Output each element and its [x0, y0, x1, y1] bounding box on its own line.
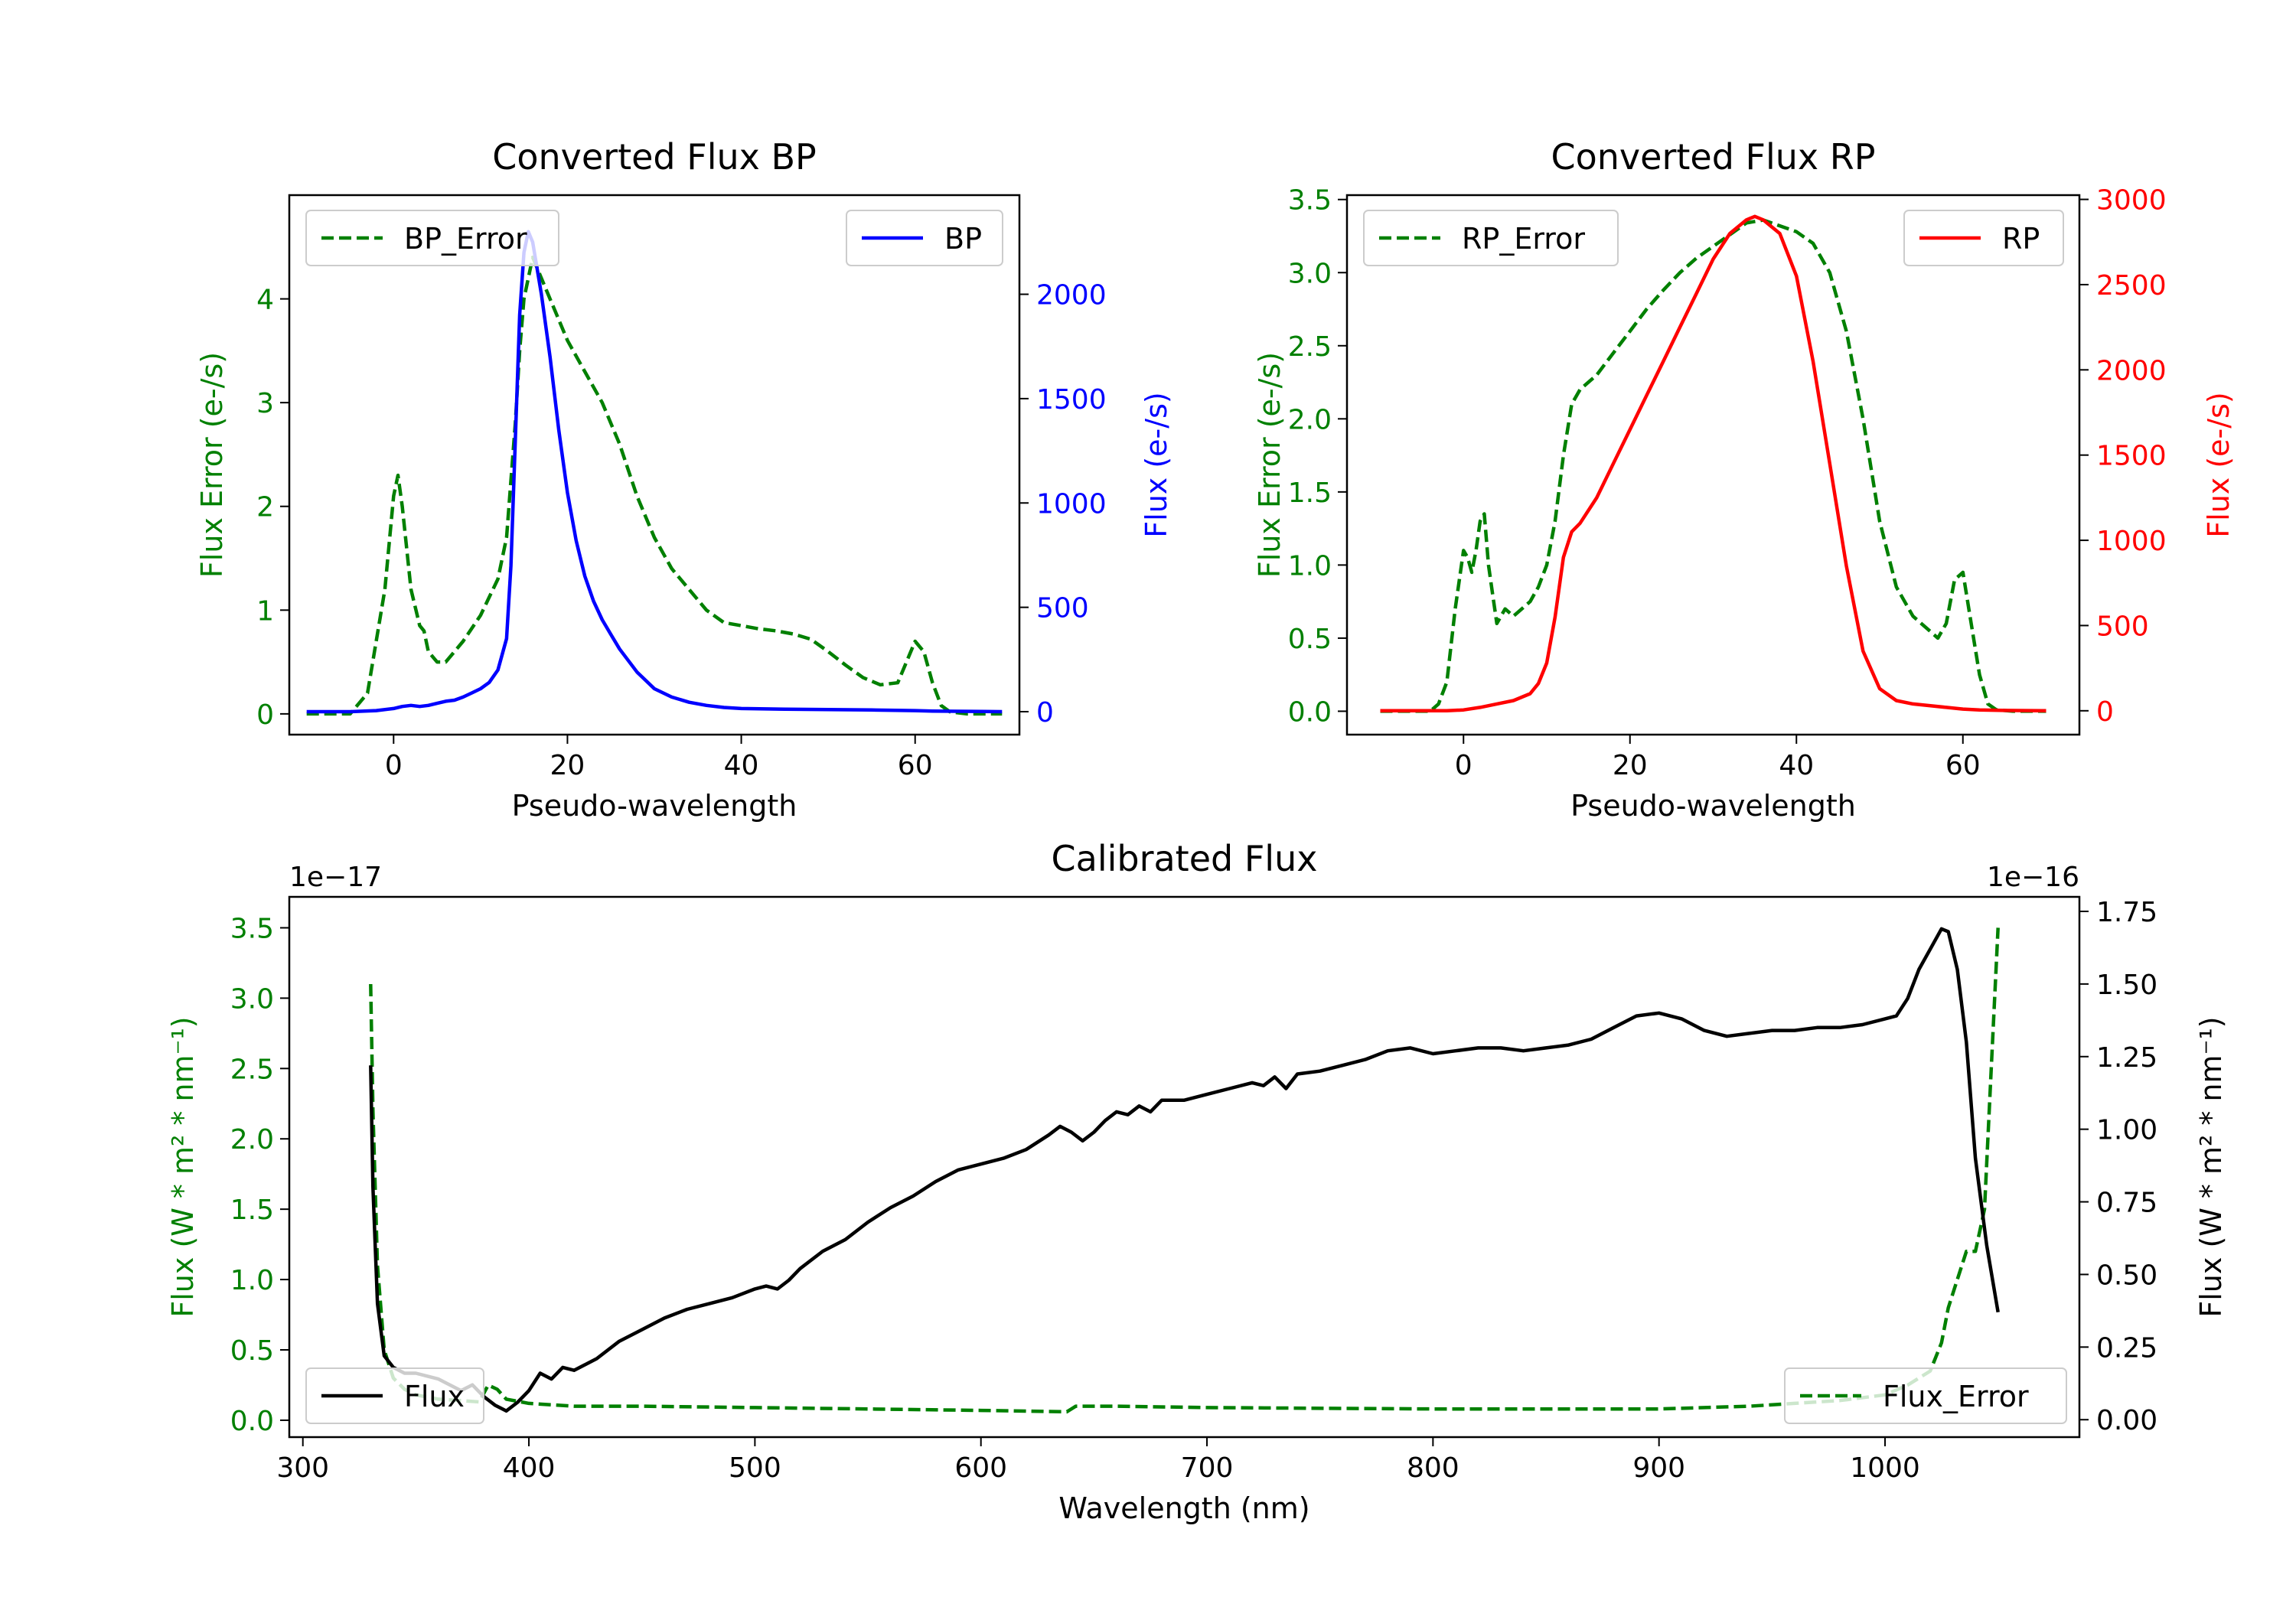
cal-legend-right-label: Flux_Error [1883, 1380, 2029, 1413]
cal-right-tick-label: 1.25 [2096, 1042, 2157, 1074]
cal-right-tick-label: 1.50 [2096, 970, 2157, 1001]
cal-right-tick-label: 0.00 [2096, 1405, 2157, 1436]
bp-right-tick-label: 2000 [1036, 280, 1107, 311]
cal-x-tick-label: 800 [1407, 1452, 1459, 1484]
rp-plot-frame [1345, 194, 2081, 736]
rp-right-tick-label: 3000 [2096, 185, 2167, 217]
rp-left-tick-label: 3.0 [1288, 258, 1332, 289]
cal-right-axis-label: Flux (W * m² * nm⁻¹) [2194, 1016, 2228, 1317]
cal-right-tick-label: 0.50 [2096, 1260, 2157, 1291]
rp-legend-left-label: RP_Error [1462, 222, 1585, 256]
rp-right-tick-label: 500 [2096, 611, 2149, 642]
cal-series-flux-error [369, 927, 2000, 1414]
cal-right-scale-label: 1e−16 [1987, 862, 2079, 893]
bp-left-tick-label: 0 [256, 699, 274, 731]
bp-right-tick-label: 500 [1036, 593, 1089, 624]
bp-left-tick-label: 1 [256, 595, 274, 627]
bp-legend-right-box [846, 210, 1003, 266]
rp-left-tick-label: 0.0 [1288, 696, 1332, 728]
bp-x-tick-label: 60 [898, 750, 933, 781]
bp-right-tick-label: 1000 [1036, 488, 1107, 520]
cal-right-tick-label: 0.25 [2096, 1332, 2157, 1364]
cal-title: Calibrated Flux [1052, 838, 1318, 879]
cal-x-tick-label: 1000 [1850, 1452, 1920, 1484]
bp-left-axis-label: Flux Error (e-/s) [195, 352, 229, 578]
bp-right-axis-label: Flux (e-/s) [1140, 392, 1173, 537]
cal-series-flux [369, 927, 2000, 1413]
rp-x-tick-label: 0 [1455, 750, 1473, 781]
rp-left-tick-label: 1.0 [1288, 550, 1332, 582]
bp-series-bp-error [306, 256, 1003, 716]
cal-legend-right-box [1784, 1367, 2067, 1424]
cal-left-tick-label: 1.0 [230, 1265, 274, 1296]
rp-left-tick-label: 3.5 [1288, 185, 1332, 217]
cal-left-tick-label: 2.5 [230, 1054, 274, 1085]
cal-x-axis-label: Wavelength (nm) [1058, 1491, 1309, 1525]
rp-x-axis-label: Pseudo-wavelength [1570, 789, 1856, 823]
cal-left-tick-label: 0.0 [230, 1406, 274, 1437]
cal-left-tick-label: 2.0 [230, 1124, 274, 1156]
rp-x-tick-label: 20 [1613, 750, 1648, 781]
cal-left-tick-label: 3.0 [230, 983, 274, 1015]
rp-legend-right-label: RP [2002, 222, 2040, 256]
cal-left-scale-label: 1e−17 [289, 862, 382, 893]
cal-left-tick-label: 1.5 [230, 1195, 274, 1226]
cal-right-tick-label: 0.75 [2096, 1188, 2157, 1219]
bp-x-tick-label: 0 [385, 750, 403, 781]
cal-legend-left-box [305, 1367, 484, 1424]
rp-left-tick-label: 2.5 [1288, 331, 1332, 363]
cal-left-tick-label: 0.5 [230, 1335, 274, 1367]
rp-x-tick-label: 40 [1779, 750, 1814, 781]
cal-x-tick-label: 400 [503, 1452, 556, 1484]
cal-left-axis-label: Flux (W * m² * nm⁻¹) [166, 1016, 200, 1317]
bp-right-tick-label: 1500 [1036, 384, 1107, 416]
bp-x-tick-label: 20 [550, 750, 585, 781]
cal-left-tick-label: 3.5 [230, 913, 274, 944]
cal-x-tick-label: 300 [276, 1452, 329, 1484]
bp-legend-left-box [305, 210, 559, 266]
bp-panel: 0 20 40 60Pseudo-wavelength0123405001000150… [195, 136, 1173, 823]
bp-plot-frame [288, 194, 1021, 736]
rp-series-rp [1380, 214, 2047, 713]
bp-legend-right-label: BP [944, 222, 982, 256]
bp-legend-left-label: BP_Error [404, 222, 527, 256]
rp-panel: 0 20 40 60 Pseudo-wavelength 0.0 0.5 1.0 1.5 2.0 2… [1253, 136, 2236, 823]
rp-right-axis-label: Flux (e-/s) [2202, 392, 2236, 537]
rp-right-tick-label: 2000 [2096, 355, 2167, 386]
rp-left-axis-label: Flux Error (e-/s) [1253, 352, 1287, 578]
cal-x-tick-label: 900 [1632, 1452, 1685, 1484]
cal-x-tick-label: 600 [954, 1452, 1007, 1484]
rp-title: Converted Flux RP [1551, 136, 1876, 178]
rp-left-tick-label: 2.0 [1288, 404, 1332, 435]
bp-left-tick-label: 2 [256, 492, 274, 523]
rp-left-tick-label: 0.5 [1288, 624, 1332, 655]
rp-legend-left-box [1363, 210, 1619, 266]
cal-plot-frame [288, 895, 2081, 1439]
rp-left-tick-label: 1.5 [1288, 478, 1332, 509]
cal-right-tick-label: 1.75 [2096, 897, 2157, 928]
bp-x-axis-label: Pseudo-wavelength [512, 789, 797, 823]
bp-left-tick-label: 3 [256, 388, 274, 419]
bp-left-tick-label: 4 [256, 285, 274, 316]
cal-legend-left-label: Flux [404, 1380, 465, 1413]
rp-right-tick-label: 1000 [2096, 526, 2167, 557]
rp-legend-right-box [1903, 210, 2064, 266]
rp-right-tick-label: 0 [2096, 696, 2114, 728]
cal-x-tick-label: 700 [1181, 1452, 1234, 1484]
bp-title: Converted Flux BP [492, 136, 817, 178]
cal-right-tick-label: 1.00 [2096, 1115, 2157, 1146]
cal-x-tick-label: 500 [729, 1452, 781, 1484]
bp-right-tick-label: 0 [1036, 697, 1054, 729]
bp-series-bp [306, 230, 1003, 714]
rp-series-rp-error [1380, 218, 2047, 713]
bp-x-tick-label: 40 [724, 750, 759, 781]
rp-x-tick-label: 60 [1945, 750, 1981, 781]
cal-panel: 300 400 500 600 700 800 900 1000 Wavelength (nm)… [166, 838, 2228, 1525]
rp-right-tick-label: 2500 [2096, 270, 2167, 302]
rp-right-tick-label: 1500 [2096, 441, 2167, 472]
